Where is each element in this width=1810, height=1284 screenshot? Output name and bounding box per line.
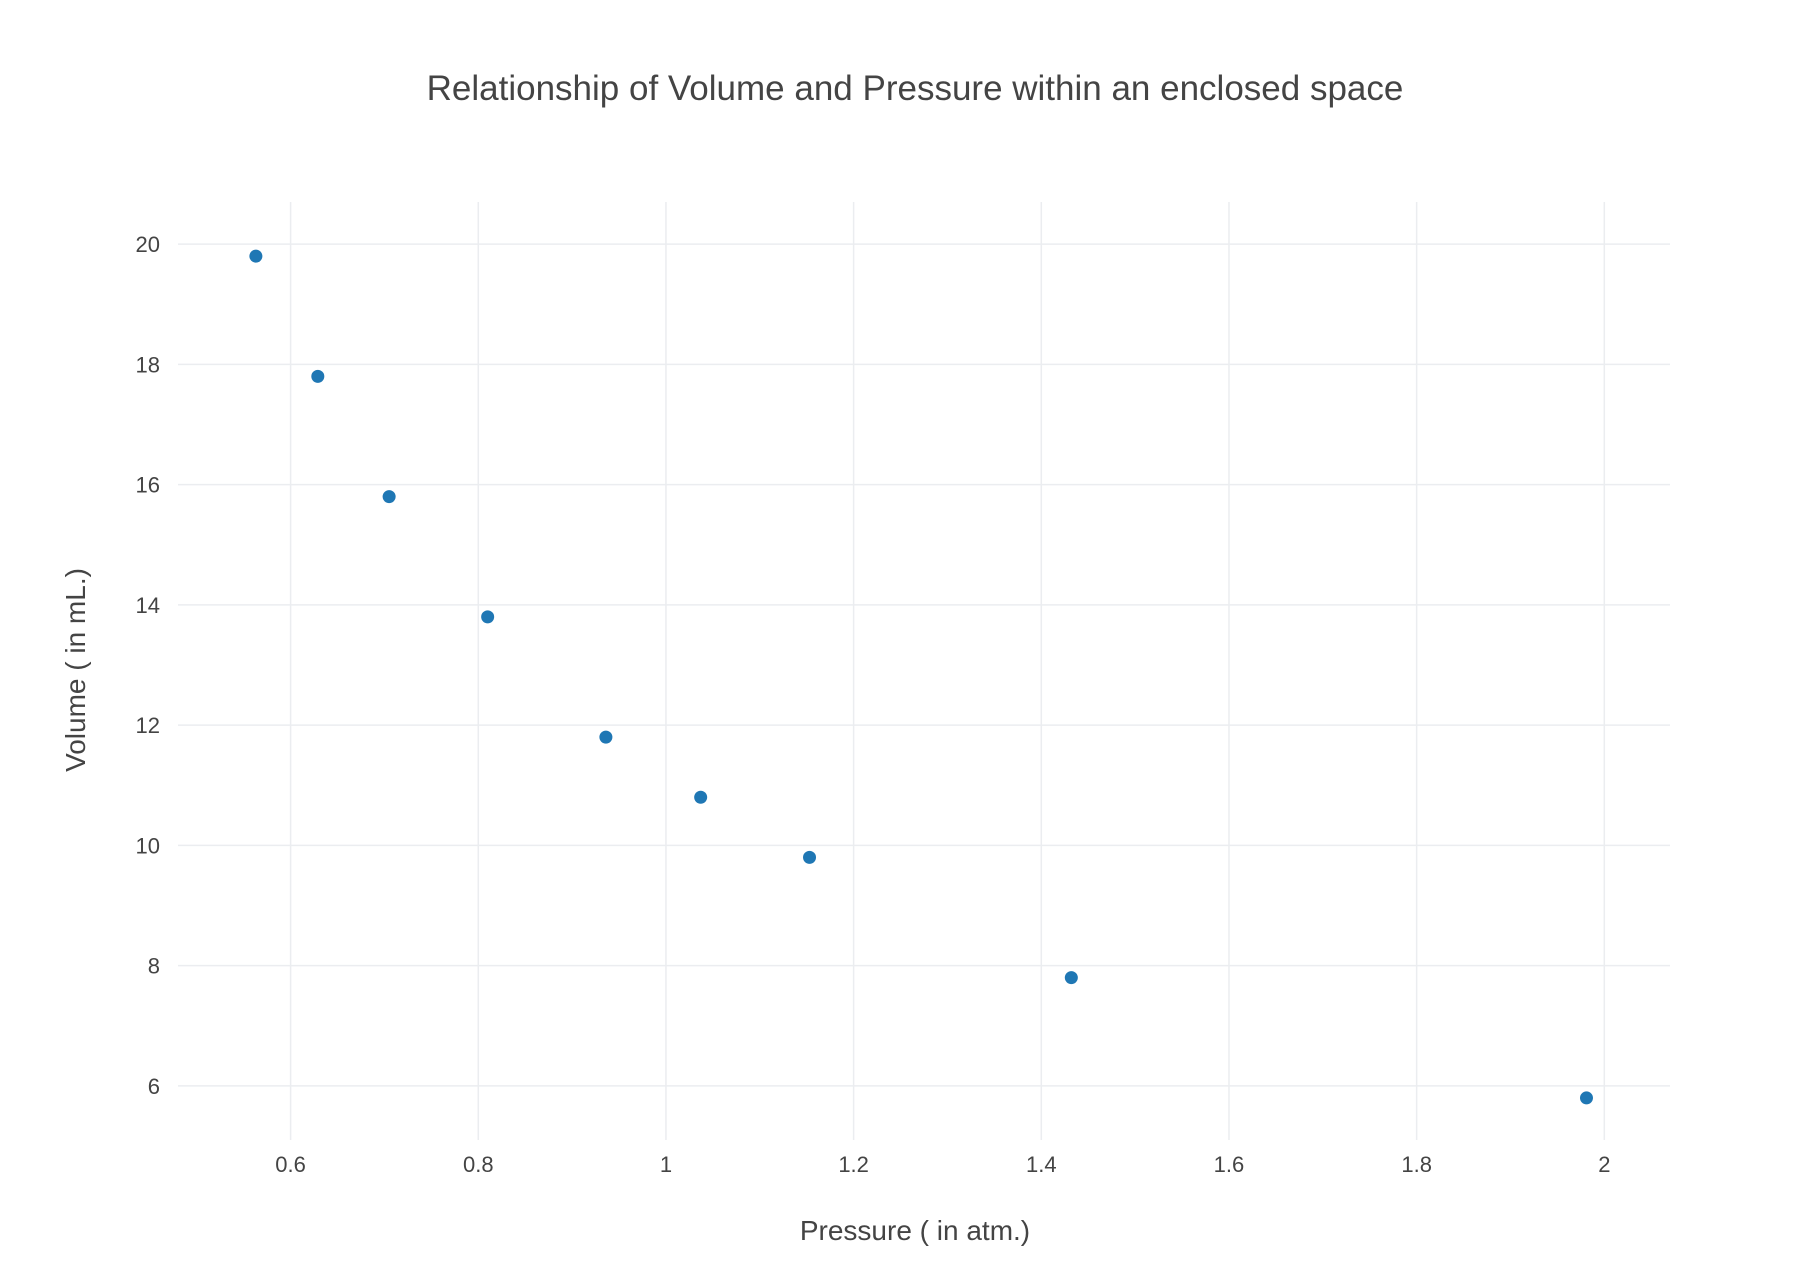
- data-point: [311, 369, 325, 383]
- x-tick-label: 0.6: [275, 1152, 306, 1177]
- x-tick-label: 1.4: [1026, 1152, 1057, 1177]
- data-point: [1064, 971, 1078, 985]
- x-tick-label: 1: [660, 1152, 672, 1177]
- data-point: [694, 790, 708, 804]
- x-tick-label: 1.2: [838, 1152, 869, 1177]
- x-axis-title: Pressure ( in atm.): [800, 1215, 1030, 1246]
- y-tick-label: 14: [136, 593, 160, 618]
- y-tick-label: 8: [148, 954, 160, 979]
- data-point: [599, 730, 613, 744]
- data-point: [1579, 1091, 1593, 1105]
- y-tick-label: 10: [136, 833, 160, 858]
- x-tick-label: 1.6: [1214, 1152, 1245, 1177]
- data-point: [249, 249, 263, 263]
- y-tick-label: 20: [136, 232, 160, 257]
- x-tick-label: 2: [1598, 1152, 1610, 1177]
- data-points: [249, 249, 1593, 1105]
- y-axis-ticks: 6 8 10 12 14 16 18 20: [136, 232, 160, 1099]
- plot-area: [178, 202, 1670, 1140]
- x-axis-ticks: 0.6 0.8 1 1.2 1.4 1.6 1.8 2: [275, 1152, 1610, 1177]
- y-axis-title: Volume ( in mL.): [60, 568, 91, 772]
- x-tick-label: 0.8: [463, 1152, 494, 1177]
- grid-lines: [178, 202, 1670, 1140]
- y-tick-label: 6: [148, 1074, 160, 1099]
- y-tick-label: 18: [136, 352, 160, 377]
- y-tick-label: 12: [136, 713, 160, 738]
- data-point: [481, 610, 495, 624]
- data-point: [803, 850, 817, 864]
- chart-title: Relationship of Volume and Pressure with…: [427, 69, 1404, 108]
- y-tick-label: 16: [136, 473, 160, 498]
- data-point: [382, 490, 396, 504]
- x-tick-label: 1.8: [1401, 1152, 1432, 1177]
